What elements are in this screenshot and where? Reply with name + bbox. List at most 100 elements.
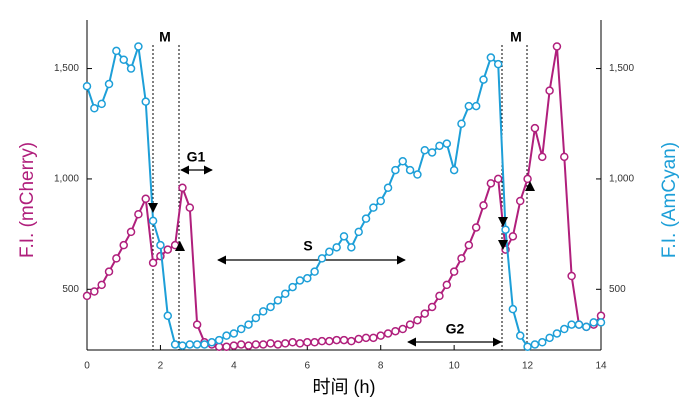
data-point	[119, 55, 128, 64]
data-point	[185, 203, 195, 212]
data-point	[471, 101, 481, 111]
y-tick-label: 1,000	[54, 174, 79, 185]
data-point	[515, 331, 525, 340]
x-tick-label: 12	[522, 361, 534, 372]
data-point	[420, 145, 430, 155]
data-point	[310, 338, 319, 347]
data-point	[471, 223, 481, 232]
data-point	[493, 174, 503, 184]
data-point	[200, 340, 209, 349]
data-point	[596, 318, 606, 327]
data-point	[288, 282, 297, 292]
data-point	[508, 232, 518, 241]
data-point	[449, 165, 459, 175]
x-tick-label: 14	[595, 361, 607, 372]
data-point	[244, 320, 253, 329]
data-point	[501, 225, 510, 234]
data-point	[523, 342, 532, 351]
x-tick-label: 10	[449, 361, 461, 372]
data-point	[567, 271, 576, 281]
data-point	[134, 209, 143, 219]
data-point	[567, 320, 576, 329]
y2-axis-label: F.I. (AmCyan)	[659, 142, 680, 258]
data-point	[589, 318, 598, 327]
data-point	[214, 335, 224, 345]
data-point	[325, 247, 334, 257]
data-point	[229, 329, 239, 338]
data-point	[332, 335, 341, 345]
data-point	[229, 341, 239, 350]
data-point	[266, 302, 275, 312]
data-point	[435, 141, 444, 151]
data-point	[317, 336, 327, 346]
data-point	[391, 165, 400, 175]
x-tick-label: 2	[158, 361, 164, 372]
data-point	[251, 313, 261, 323]
data-point	[376, 331, 385, 340]
data-point	[170, 340, 180, 349]
x-tick-label: 4	[231, 361, 237, 372]
data-point	[413, 170, 422, 179]
data-point	[104, 267, 114, 276]
data-point	[493, 59, 503, 69]
x-tick-label: 6	[305, 361, 311, 372]
phase-marker	[148, 203, 158, 213]
data-point	[288, 338, 297, 347]
data-point	[369, 203, 378, 212]
data-point	[464, 101, 474, 111]
data-point	[486, 53, 496, 62]
data-point	[552, 42, 562, 51]
y-tick-label: 500	[62, 284, 79, 295]
data-point	[383, 183, 393, 193]
data-point	[90, 287, 99, 296]
phase-marker	[525, 181, 535, 191]
data-point	[222, 342, 231, 351]
data-point	[515, 196, 525, 206]
data-point	[273, 340, 283, 349]
x-tick-label: 8	[378, 361, 384, 372]
data-point	[347, 243, 356, 252]
data-point	[545, 333, 554, 343]
data-point	[442, 280, 452, 290]
data-point	[538, 152, 547, 162]
data-point	[141, 97, 150, 106]
data-point	[258, 340, 268, 349]
data-point	[244, 341, 253, 350]
data-point	[281, 289, 290, 298]
y-axis-label: F.I. (mCherry)	[17, 142, 38, 258]
data-point	[303, 338, 312, 347]
data-point	[325, 336, 334, 346]
data-point	[82, 291, 92, 301]
data-point	[457, 119, 466, 128]
data-point	[552, 329, 562, 338]
data-point	[560, 324, 569, 334]
data-point	[281, 339, 290, 348]
data-point	[295, 339, 305, 348]
data-point	[545, 86, 554, 95]
data-point	[112, 46, 121, 56]
data-point	[354, 334, 363, 344]
data-point	[582, 322, 591, 332]
data-point	[479, 75, 488, 84]
data-point	[486, 179, 496, 188]
data-point	[398, 157, 407, 166]
data-point	[530, 123, 540, 133]
data-point	[530, 340, 540, 349]
data-point	[266, 339, 275, 348]
data-point	[192, 340, 202, 349]
data-point	[449, 267, 459, 276]
data-point	[369, 333, 378, 343]
phase-marker	[498, 240, 508, 250]
y2-tick-label: 1,500	[609, 63, 634, 74]
data-point	[148, 258, 158, 268]
data-point	[420, 309, 430, 318]
data-point	[405, 320, 415, 329]
data-point	[361, 214, 371, 223]
data-point	[178, 183, 187, 193]
annotation: M	[159, 29, 171, 45]
x-tick-label: 0	[84, 361, 90, 372]
data-point	[354, 227, 363, 237]
annotation: S	[303, 238, 312, 254]
data-point	[339, 335, 349, 345]
